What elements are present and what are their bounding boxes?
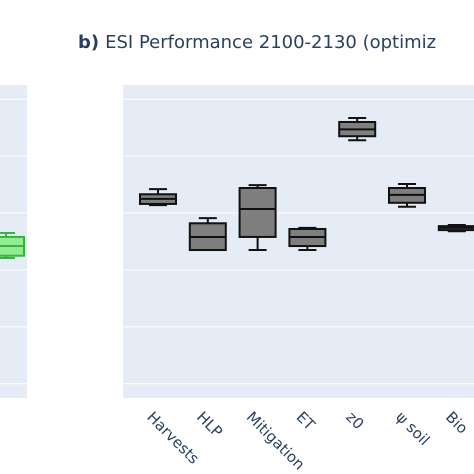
box xyxy=(238,187,277,238)
x-tick-label: Bio xyxy=(442,408,471,437)
title-prefix: b) xyxy=(78,32,99,53)
title-text: ESI Performance 2100-2130 (optimiz xyxy=(105,32,436,53)
x-tick-label: HLP xyxy=(193,408,226,441)
chart-title: b) ESI Performance 2100-2130 (optimiz xyxy=(78,32,436,53)
x-tick-label: Harvests xyxy=(143,408,203,468)
x-tick-label: ψ soil xyxy=(392,408,433,449)
x-tick-label: z0 xyxy=(342,408,367,433)
x-tick-label: ET xyxy=(293,408,320,435)
